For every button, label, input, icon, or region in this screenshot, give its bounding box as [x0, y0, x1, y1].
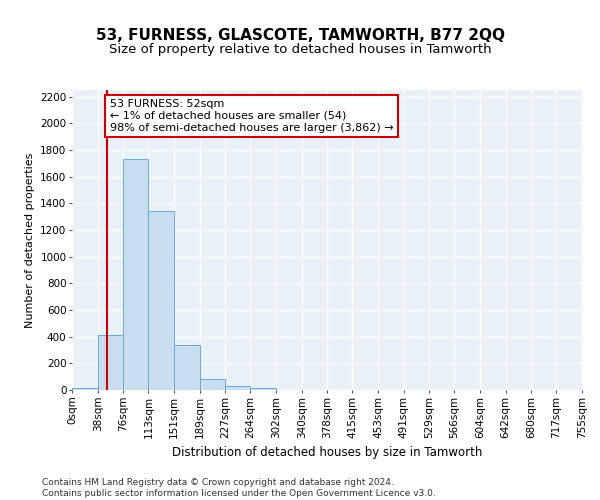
Text: 53, FURNESS, GLASCOTE, TAMWORTH, B77 2QQ: 53, FURNESS, GLASCOTE, TAMWORTH, B77 2QQ	[95, 28, 505, 42]
Bar	[174, 344, 200, 390]
Bar	[200, 380, 226, 390]
Bar	[124, 160, 148, 390]
Text: Contains HM Land Registry data © Crown copyright and database right 2024.
Contai: Contains HM Land Registry data © Crown c…	[42, 478, 436, 498]
Bar	[148, 210, 174, 390]
Bar	[72, 388, 98, 390]
X-axis label: Distribution of detached houses by size in Tamworth: Distribution of detached houses by size …	[172, 446, 482, 459]
Text: 53 FURNESS: 52sqm
← 1% of detached houses are smaller (54)
98% of semi-detached : 53 FURNESS: 52sqm ← 1% of detached house…	[110, 100, 394, 132]
Bar	[250, 388, 276, 390]
Bar	[98, 334, 124, 390]
Y-axis label: Number of detached properties: Number of detached properties	[25, 152, 35, 328]
Text: Size of property relative to detached houses in Tamworth: Size of property relative to detached ho…	[109, 42, 491, 56]
Bar	[226, 386, 250, 390]
